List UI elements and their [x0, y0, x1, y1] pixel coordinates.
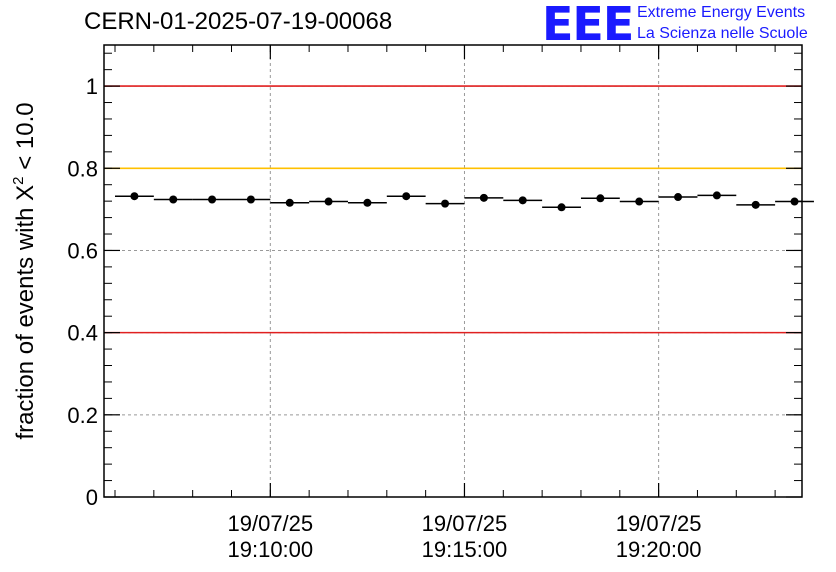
data-point [790, 197, 799, 206]
data-point [441, 199, 450, 208]
x-tick-time-label: 19:10:00 [228, 537, 314, 562]
y-tick-label: 0 [86, 485, 98, 510]
reference-lines [104, 85, 802, 334]
data-point [479, 193, 488, 202]
y-tick-label: 0.6 [67, 238, 98, 263]
grid-layer [104, 45, 802, 497]
data-point [363, 198, 372, 207]
y-tick-label: 0.2 [67, 403, 98, 428]
data-point [246, 195, 255, 204]
y-axis-label: fraction of events with X2 < 10.0 [10, 102, 39, 439]
eee-logo-mark: EEE [542, 0, 634, 51]
data-point [208, 195, 217, 204]
x-tick-time-label: 19:15:00 [422, 537, 508, 562]
data-point [596, 194, 605, 203]
data-point [402, 192, 411, 201]
axis-ticks [104, 45, 802, 498]
data-point [751, 200, 760, 209]
logo-line-1: Extreme Energy Events [637, 4, 806, 21]
logo-line-2: La Scienza nelle Scuole [637, 25, 808, 42]
y-tick-label: 0.8 [67, 156, 98, 181]
data-point [518, 196, 527, 205]
x-tick-time-label: 19:20:00 [616, 537, 702, 562]
data-point [169, 195, 178, 204]
plot-frame [103, 44, 803, 498]
data-points [115, 191, 814, 212]
data-point [712, 191, 721, 200]
data-point [324, 197, 333, 206]
data-point [557, 203, 566, 212]
data-point [674, 193, 683, 202]
x-tick-date-label: 19/07/25 [228, 511, 314, 536]
y-tick-label: 0.4 [67, 321, 98, 346]
chart-title: CERN-01-2025-07-19-00068 [84, 8, 393, 35]
data-point [635, 197, 644, 206]
x-tick-date-label: 19/07/25 [616, 511, 702, 536]
tick-labels: 00.20.40.60.8119/07/2519:10:0019/07/2519… [67, 74, 701, 562]
data-point [285, 198, 294, 207]
data-point [130, 192, 139, 201]
x-tick-date-label: 19/07/25 [422, 511, 508, 536]
y-tick-label: 1 [86, 74, 98, 99]
